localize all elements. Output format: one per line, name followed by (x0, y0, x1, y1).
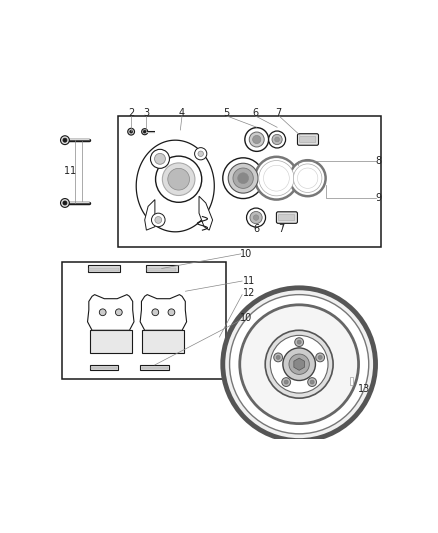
Text: 10: 10 (240, 249, 253, 259)
Text: 13: 13 (358, 384, 370, 394)
Circle shape (272, 134, 282, 144)
Circle shape (230, 295, 369, 434)
FancyBboxPatch shape (279, 214, 295, 221)
Polygon shape (199, 196, 212, 230)
Circle shape (238, 173, 249, 184)
Polygon shape (136, 140, 214, 232)
Text: 11: 11 (243, 276, 255, 286)
Bar (117, 116, 381, 247)
Bar (89, 365, 118, 370)
Circle shape (274, 353, 283, 362)
Circle shape (293, 164, 322, 192)
Circle shape (116, 309, 122, 316)
Circle shape (99, 309, 106, 316)
Circle shape (316, 353, 325, 362)
Bar (61, 262, 226, 379)
Circle shape (63, 201, 67, 205)
Circle shape (233, 168, 253, 188)
Text: 7: 7 (279, 224, 285, 235)
Bar (88, 265, 120, 271)
Text: 6: 6 (252, 108, 258, 118)
Circle shape (240, 305, 359, 424)
Text: 5: 5 (223, 108, 230, 118)
Circle shape (250, 212, 262, 224)
Circle shape (223, 158, 264, 199)
Text: 12: 12 (243, 288, 255, 298)
Circle shape (249, 132, 264, 147)
Circle shape (284, 380, 288, 384)
Bar (147, 268, 177, 271)
Circle shape (223, 288, 375, 441)
Circle shape (290, 160, 325, 196)
Circle shape (198, 151, 203, 157)
Circle shape (143, 131, 146, 133)
Circle shape (308, 378, 317, 386)
Circle shape (168, 309, 175, 316)
Circle shape (259, 160, 294, 196)
Text: 3: 3 (143, 108, 149, 118)
Polygon shape (88, 295, 134, 330)
Circle shape (270, 335, 328, 393)
FancyBboxPatch shape (300, 136, 316, 142)
Circle shape (275, 137, 279, 142)
Circle shape (318, 356, 322, 359)
Bar (89, 268, 119, 271)
FancyBboxPatch shape (276, 212, 297, 223)
Bar (141, 365, 170, 370)
Circle shape (155, 154, 166, 164)
Circle shape (255, 157, 298, 199)
Text: 7: 7 (276, 108, 282, 118)
Circle shape (265, 330, 333, 398)
Circle shape (295, 338, 304, 346)
Circle shape (245, 127, 268, 151)
Text: 1: 1 (64, 166, 70, 176)
Text: 10: 10 (240, 313, 253, 324)
Circle shape (162, 163, 195, 196)
Bar (142, 367, 168, 369)
Circle shape (155, 156, 202, 203)
Circle shape (276, 356, 280, 359)
FancyBboxPatch shape (297, 134, 318, 146)
Text: 1: 1 (71, 166, 77, 176)
Text: 2: 2 (128, 108, 134, 118)
Circle shape (130, 131, 132, 133)
Circle shape (168, 168, 190, 190)
Circle shape (194, 148, 207, 160)
Bar (91, 367, 117, 369)
Circle shape (228, 163, 258, 193)
Circle shape (60, 199, 69, 207)
Circle shape (268, 131, 286, 148)
Text: 4: 4 (179, 108, 185, 118)
Circle shape (141, 128, 148, 135)
Circle shape (151, 149, 170, 168)
Bar (145, 265, 178, 271)
Circle shape (152, 213, 165, 227)
Polygon shape (294, 358, 304, 370)
Bar (349, 375, 354, 386)
Circle shape (155, 216, 162, 223)
Circle shape (60, 136, 69, 144)
Bar (350, 377, 353, 385)
Polygon shape (145, 199, 155, 230)
Text: 9: 9 (376, 193, 382, 203)
Polygon shape (142, 330, 184, 353)
Text: 6: 6 (253, 224, 259, 235)
Polygon shape (90, 330, 132, 353)
Circle shape (152, 309, 159, 316)
Circle shape (247, 208, 265, 227)
Circle shape (289, 354, 309, 374)
Circle shape (283, 348, 315, 381)
Circle shape (310, 380, 314, 384)
Circle shape (128, 128, 134, 135)
Circle shape (253, 215, 259, 220)
Text: 8: 8 (376, 156, 382, 166)
Circle shape (282, 378, 290, 386)
Circle shape (63, 138, 67, 142)
Circle shape (297, 168, 318, 188)
Polygon shape (140, 295, 187, 330)
Circle shape (264, 165, 290, 191)
Circle shape (297, 340, 301, 344)
Circle shape (253, 135, 261, 143)
